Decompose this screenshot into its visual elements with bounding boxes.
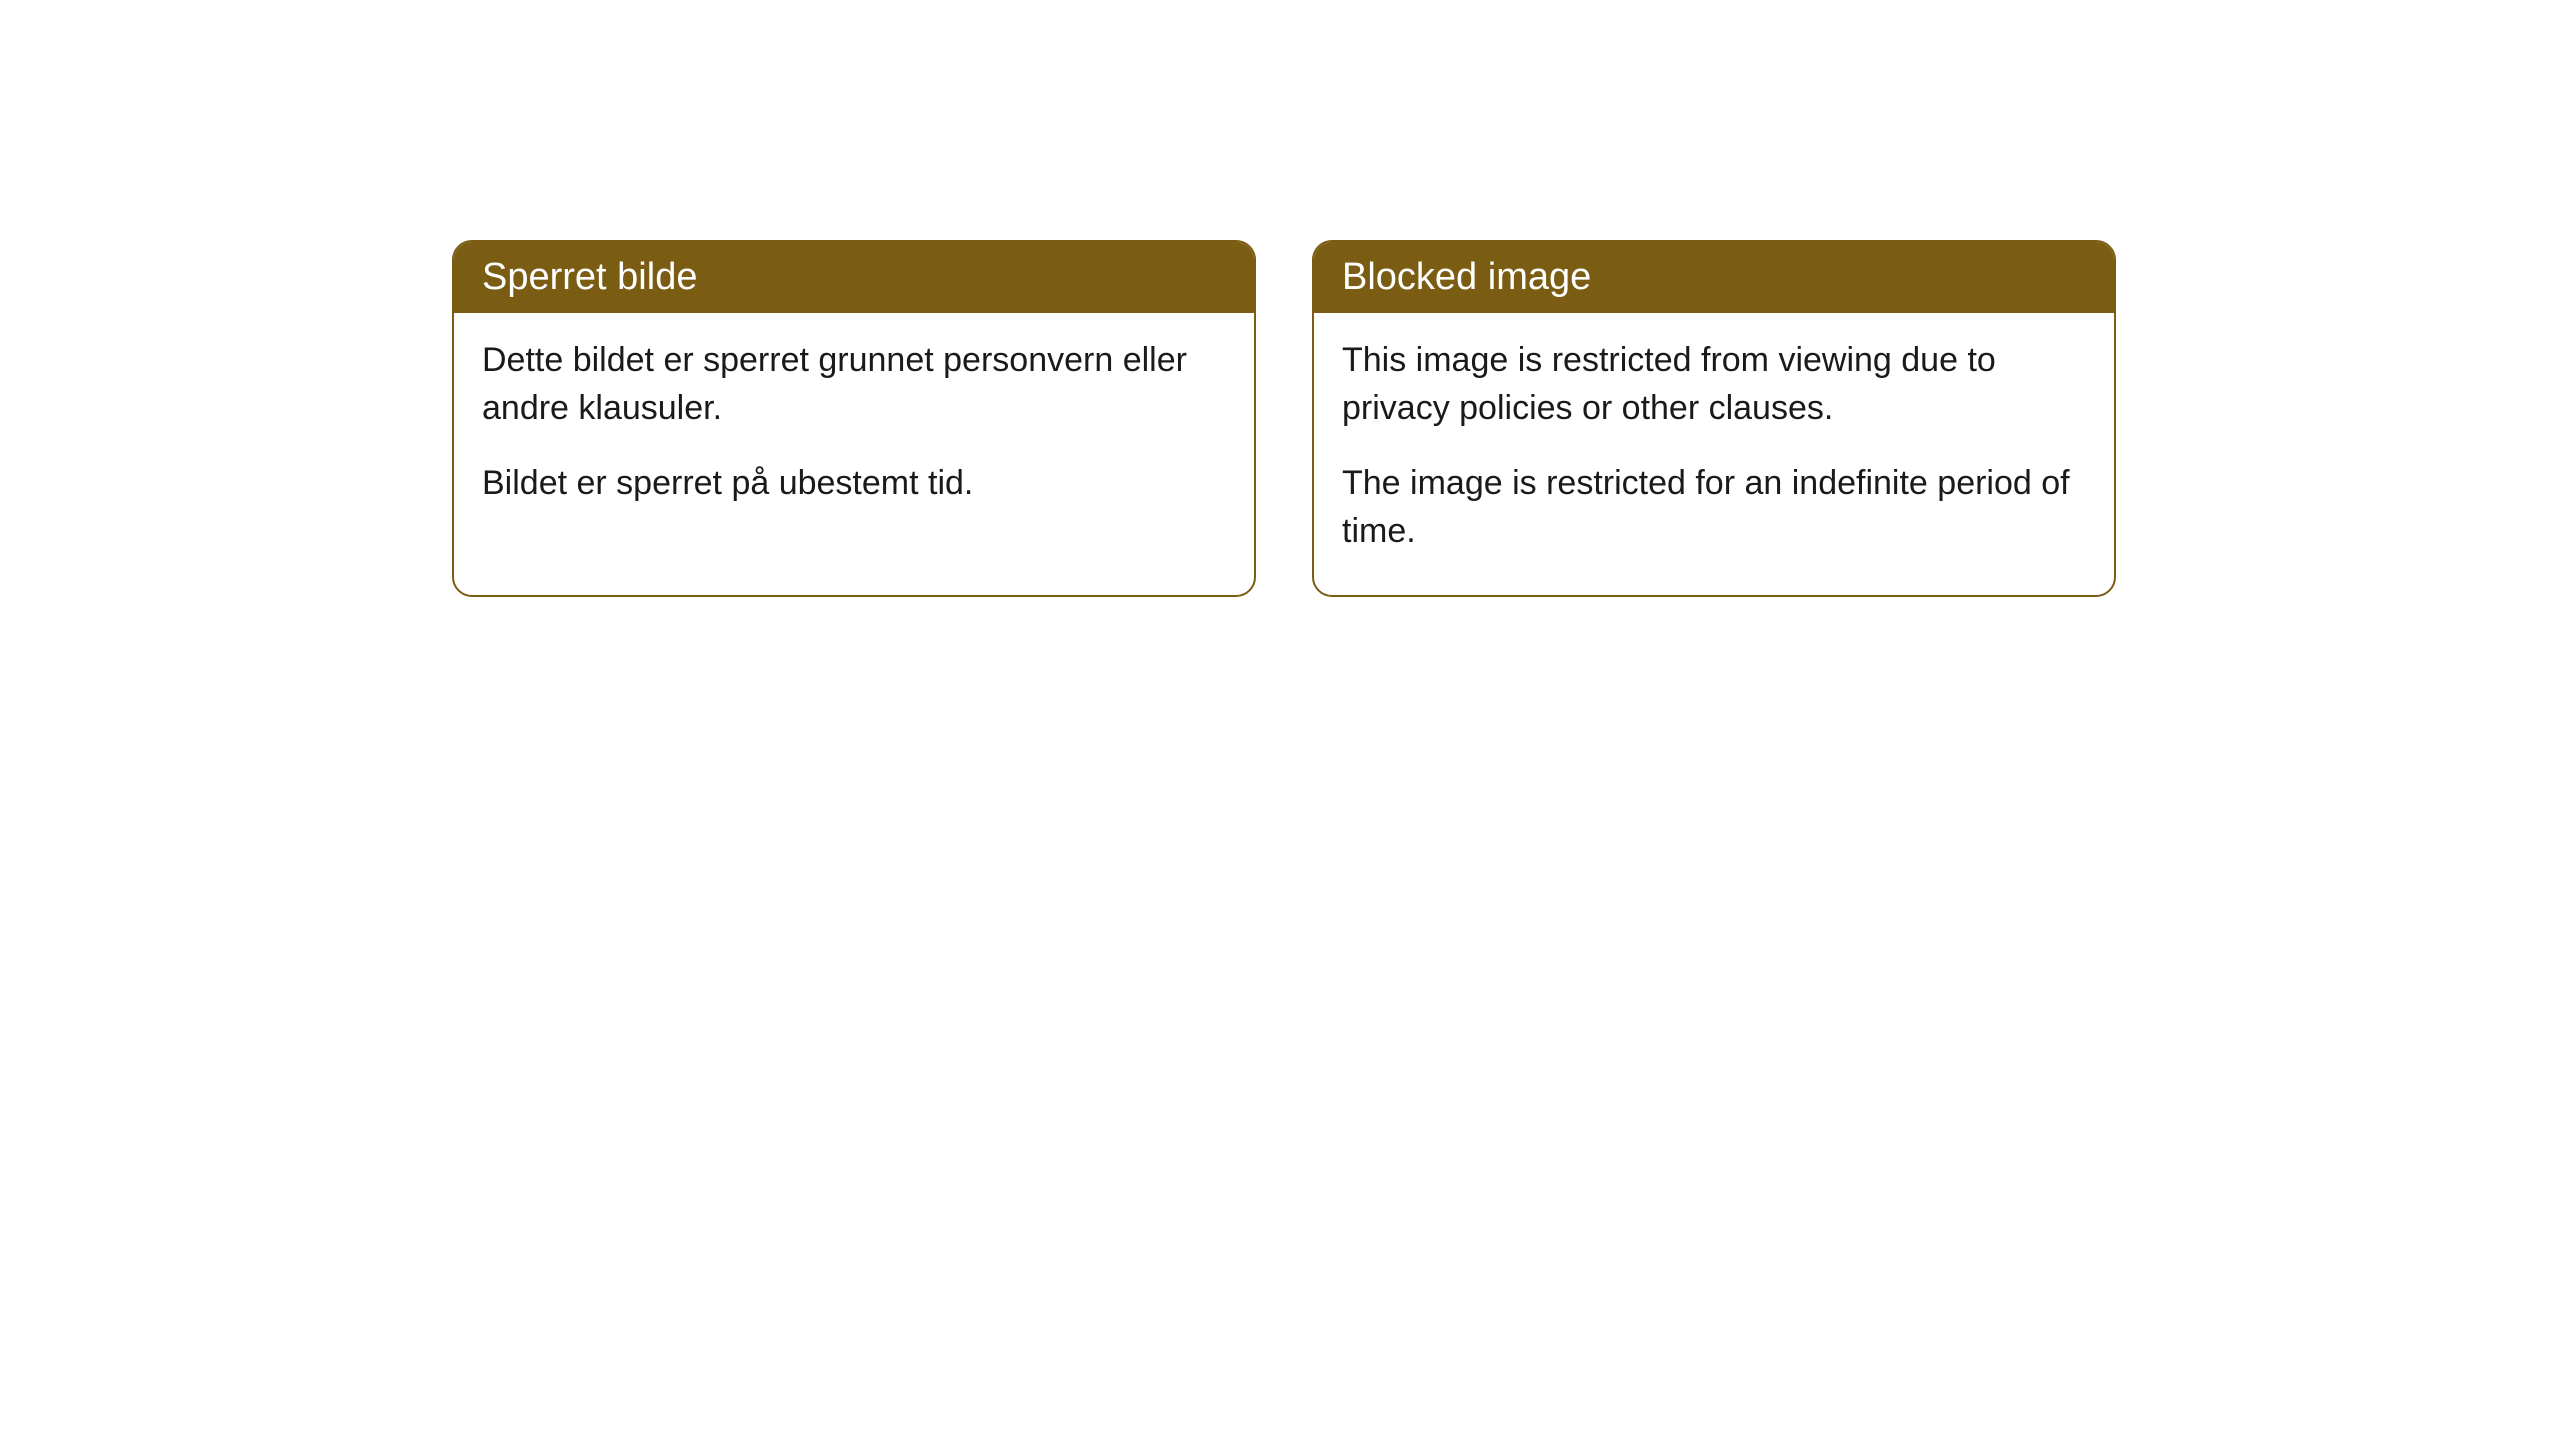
- blocked-image-card-english: Blocked image This image is restricted f…: [1312, 240, 2116, 597]
- notice-cards-container: Sperret bilde Dette bildet er sperret gr…: [452, 240, 2560, 597]
- card-title: Blocked image: [1342, 256, 1591, 298]
- card-body: Dette bildet er sperret grunnet personve…: [454, 313, 1254, 548]
- card-paragraph: The image is restricted for an indefinit…: [1342, 460, 2086, 555]
- card-title: Sperret bilde: [482, 256, 697, 298]
- card-header: Sperret bilde: [454, 242, 1254, 313]
- card-body: This image is restricted from viewing du…: [1314, 313, 2114, 595]
- card-paragraph: This image is restricted from viewing du…: [1342, 337, 2086, 432]
- card-paragraph: Bildet er sperret på ubestemt tid.: [482, 460, 1226, 508]
- card-paragraph: Dette bildet er sperret grunnet personve…: [482, 337, 1226, 432]
- card-header: Blocked image: [1314, 242, 2114, 313]
- blocked-image-card-norwegian: Sperret bilde Dette bildet er sperret gr…: [452, 240, 1256, 597]
